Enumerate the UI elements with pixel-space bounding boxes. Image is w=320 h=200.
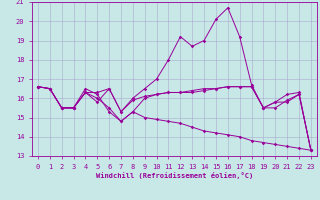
X-axis label: Windchill (Refroidissement éolien,°C): Windchill (Refroidissement éolien,°C) [96, 172, 253, 179]
